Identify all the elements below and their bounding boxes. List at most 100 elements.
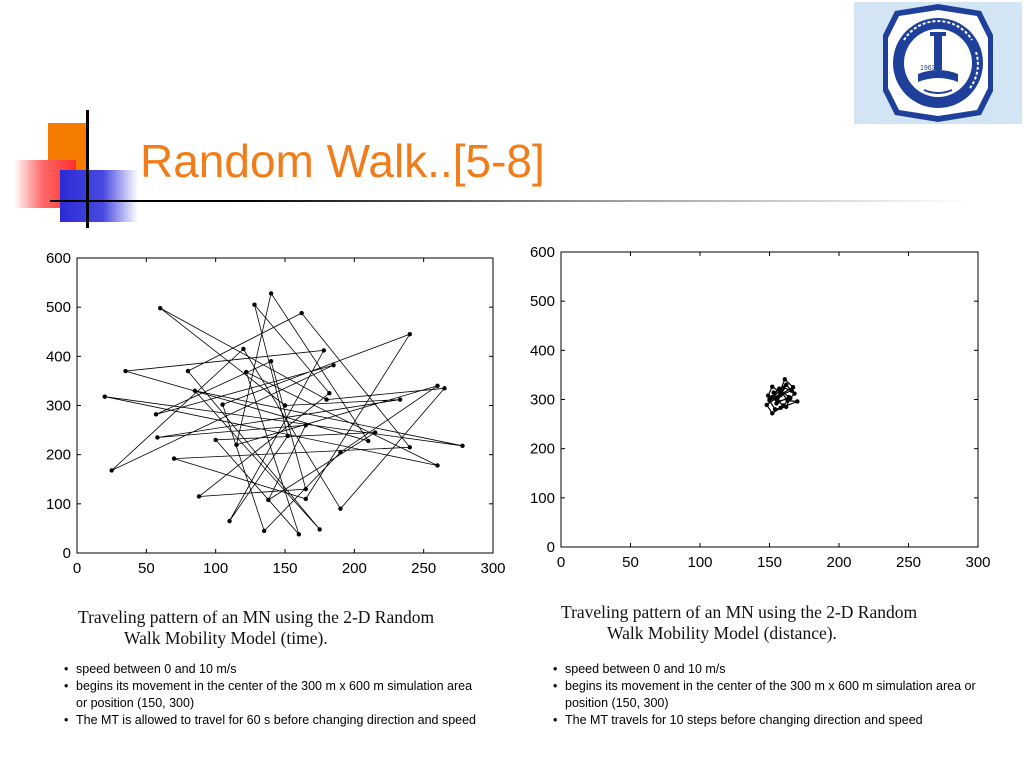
left-walk-point — [220, 402, 225, 407]
right-bullet-list: speed between 0 and 10 m/s begins its mo… — [551, 661, 991, 729]
right-y-tick-label: 300 — [530, 392, 555, 409]
left-walk-point — [327, 391, 332, 396]
left-walk-point — [192, 388, 198, 393]
left-chart-caption: Traveling pattern of an MN using the 2-D… — [78, 607, 434, 649]
left-y-tick-label: 500 — [46, 299, 71, 316]
list-item: begins its movement in the center of the… — [62, 678, 482, 712]
left-walk-point — [435, 463, 440, 468]
right-walk-point — [778, 405, 783, 411]
title-underline-divider — [50, 200, 970, 202]
left-chart-caption-line-2: Walk Mobility Model (time). — [124, 628, 328, 648]
list-item: The MT is allowed to travel for 60 s bef… — [62, 712, 482, 729]
left-walk-point — [407, 332, 412, 337]
left-walk-point — [299, 310, 304, 316]
right-chart-caption: Traveling pattern of an MN using the 2-D… — [561, 602, 917, 644]
left-x-tick-label: 50 — [138, 560, 155, 577]
right-walk-point — [778, 392, 783, 398]
left-walk-point — [241, 346, 246, 352]
right-walk-point — [790, 385, 796, 390]
left-walk-point — [397, 397, 403, 402]
logo-year: 1963 — [920, 65, 936, 72]
right-x-tick-label: 0 — [557, 554, 565, 571]
left-walk-point — [262, 528, 267, 534]
right-walk-point — [783, 382, 789, 387]
right-walk-point — [789, 388, 794, 393]
left-x-tick-label: 0 — [73, 560, 81, 577]
list-item: The MT travels for 10 steps before chang… — [551, 712, 991, 729]
left-x-tick-label: 250 — [411, 560, 436, 577]
right-walk-point — [782, 377, 787, 382]
right-chart-caption-line-1: Traveling pattern of an MN using the 2-D… — [561, 602, 918, 622]
left-walk-point — [227, 518, 232, 524]
right-y-tick-label: 100 — [530, 490, 555, 507]
left-walk-point — [407, 445, 412, 450]
left-walk-point — [321, 348, 327, 353]
left-walk-point — [296, 532, 302, 537]
left-x-tick-label: 300 — [480, 560, 505, 577]
left-walk-point — [285, 433, 290, 439]
left-x-tick-label: 150 — [272, 560, 297, 577]
university-logo: 1963 — [854, 2, 1022, 124]
left-walk-point — [324, 397, 329, 402]
left-walk-point — [123, 368, 128, 374]
right-walk-point — [788, 395, 793, 401]
left-walk-point — [266, 497, 271, 503]
left-walk-point — [109, 468, 114, 473]
left-walk-point — [372, 430, 378, 435]
left-y-tick-label: 600 — [46, 250, 71, 267]
right-x-tick-label: 150 — [757, 554, 782, 571]
university-seal-icon: 1963 — [883, 4, 993, 122]
left-walk-point — [171, 456, 177, 461]
left-walk-point — [460, 443, 465, 449]
right-walk-point — [792, 391, 797, 396]
right-x-tick-label: 50 — [622, 554, 639, 571]
left-chart-caption-line-1: Traveling pattern of an MN using the 2-D… — [78, 607, 435, 627]
right-walk-point — [770, 394, 775, 400]
left-walk-point — [102, 394, 107, 399]
left-walk-point — [442, 386, 447, 391]
left-walk-point — [303, 486, 308, 492]
right-walk-point — [777, 386, 782, 391]
right-walk-point — [781, 385, 786, 390]
left-walk-point — [252, 302, 257, 307]
left-walk-point — [435, 383, 440, 389]
left-walk-point — [317, 527, 322, 532]
left-walk-point — [366, 438, 371, 444]
left-walk-point — [153, 412, 159, 417]
right-walk-point — [770, 384, 775, 389]
list-item: speed between 0 and 10 m/s — [62, 661, 482, 678]
left-walk-point — [213, 437, 218, 443]
right-x-tick-label: 300 — [965, 554, 990, 571]
left-y-tick-label: 100 — [46, 496, 71, 513]
left-walk-point — [282, 403, 288, 408]
list-item: begins its movement in the center of the… — [551, 678, 991, 712]
left-walk-point — [158, 305, 163, 311]
left-x-tick-label: 200 — [342, 560, 367, 577]
right-walk-point — [771, 390, 776, 395]
left-walk-point — [234, 442, 239, 448]
right-walk-point — [783, 404, 789, 410]
right-y-tick-label: 500 — [530, 293, 555, 310]
right-walk-point — [774, 397, 779, 402]
right-walk-point — [765, 393, 771, 398]
list-item: speed between 0 and 10 m/s — [551, 661, 991, 678]
right-walk-point — [772, 407, 778, 412]
left-walk-point — [338, 506, 343, 511]
right-x-tick-label: 200 — [826, 554, 851, 571]
left-y-tick-label: 400 — [46, 348, 71, 365]
left-walk-point — [303, 422, 308, 428]
right-x-tick-label: 250 — [896, 554, 921, 571]
right-x-tick-label: 100 — [687, 554, 712, 571]
left-walk-point — [196, 494, 202, 499]
left-walk-point — [331, 362, 336, 368]
left-x-tick-label: 100 — [203, 560, 228, 577]
title-accent-vertical-line — [86, 110, 89, 228]
left-walk-point — [155, 435, 160, 440]
right-walk-point — [764, 402, 769, 408]
right-walk-point — [770, 411, 775, 416]
left-walk-point — [303, 496, 308, 502]
right-y-tick-label: 600 — [530, 244, 555, 261]
right-chart-caption-line-2: Walk Mobility Model (distance). — [607, 623, 837, 643]
right-walk-point — [767, 398, 772, 403]
